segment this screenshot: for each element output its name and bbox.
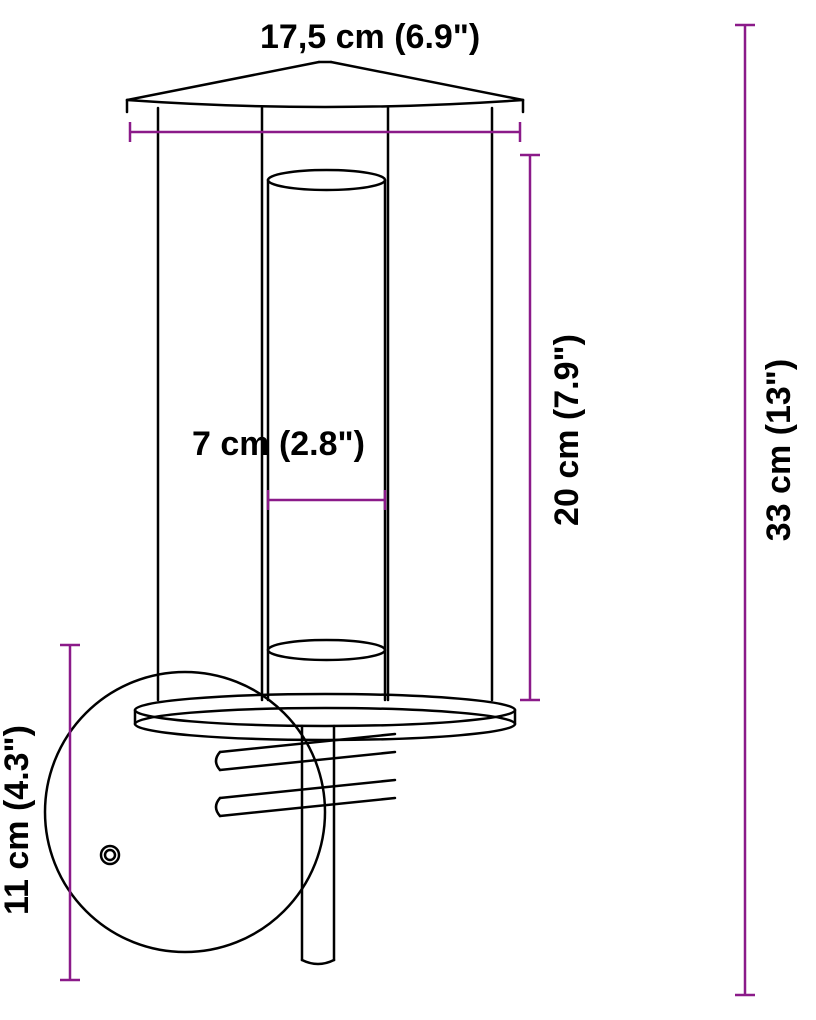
dim-label-total_height: 33 cm (13"): [760, 359, 798, 541]
dim-label-mount_height: 11 cm (4.3"): [0, 725, 36, 915]
dimensions: [60, 25, 755, 995]
product-outline: [45, 62, 523, 964]
dimension-labels: 17,5 cm (6.9") 7 cm (2.8") 20 cm (7.9") 33 …: [0, 18, 798, 915]
dim-label-top_width: 17,5 cm (6.9"): [260, 18, 480, 56]
dim-label-inner_height: 20 cm (7.9"): [548, 334, 586, 526]
dim-label-inner_width: 7 cm (2.8"): [192, 425, 365, 463]
